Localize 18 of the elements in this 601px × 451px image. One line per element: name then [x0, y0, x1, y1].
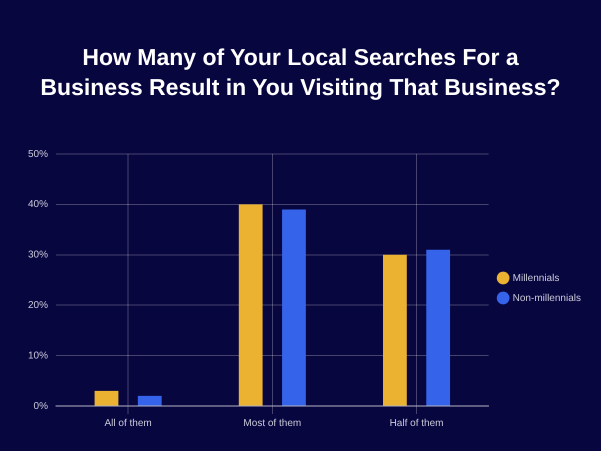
chart-title: How Many of Your Local Searches For a Business Result in You Visiting That Business?	[40, 43, 561, 102]
bar	[138, 396, 162, 406]
y-tick-label: 0%	[34, 400, 48, 412]
y-tick-label: 10%	[28, 350, 48, 362]
y-tick-label: 40%	[28, 199, 48, 210]
x-tick-label: Half of them	[390, 418, 444, 429]
bar	[426, 250, 450, 406]
legend-label: Millennials	[512, 272, 560, 284]
bar	[94, 390, 118, 406]
x-tick-label: All of them	[104, 418, 152, 429]
y-tick-label: 50%	[28, 148, 48, 160]
y-tick-label: 20%	[28, 300, 48, 311]
legend-label: Non-millennials	[512, 292, 581, 304]
bar	[238, 204, 263, 406]
x-tick-label: Most of them	[243, 418, 302, 429]
bar	[282, 209, 306, 406]
bar	[383, 254, 407, 406]
y-tick-label: 30%	[28, 250, 48, 261]
